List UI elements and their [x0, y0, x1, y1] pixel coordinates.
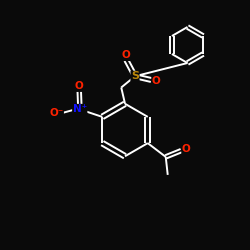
Text: N⁺: N⁺ — [73, 104, 87, 115]
Text: O: O — [152, 76, 160, 86]
Text: O: O — [75, 82, 84, 92]
Text: O: O — [122, 50, 130, 60]
Text: S: S — [131, 71, 139, 81]
Text: O⁻: O⁻ — [49, 108, 64, 118]
Text: O: O — [182, 144, 190, 154]
